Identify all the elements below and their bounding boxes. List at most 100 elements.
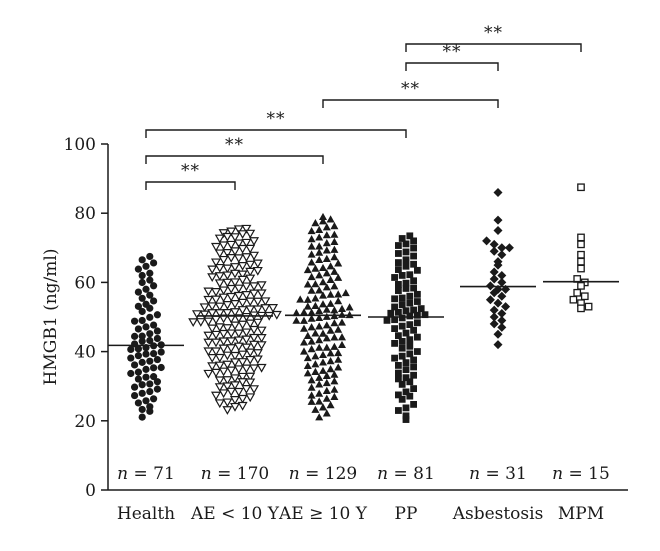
data-point [307, 376, 316, 384]
data-point [146, 269, 154, 277]
data-point [322, 321, 331, 329]
data-point [210, 338, 222, 348]
data-point [210, 391, 222, 401]
data-point [245, 393, 256, 403]
data-point [142, 323, 150, 331]
data-point [237, 358, 248, 367]
data-point [214, 309, 225, 318]
data-point [322, 239, 331, 247]
data-point [319, 300, 327, 308]
n-label: n = 71 [117, 464, 175, 484]
n-label: n = 31 [469, 464, 527, 484]
data-point [383, 316, 391, 324]
data-point [214, 272, 225, 281]
n-label: n = 15 [552, 464, 610, 484]
n-label: n = 81 [377, 464, 435, 484]
data-point [226, 292, 237, 302]
data-point [406, 321, 414, 329]
category-label: Asbestosis [452, 504, 544, 524]
data-point [292, 316, 301, 324]
data-point [322, 409, 331, 417]
data-point [203, 317, 214, 327]
data-point [326, 299, 335, 307]
data-point [229, 374, 241, 384]
data-point [311, 301, 320, 310]
data-point [391, 303, 398, 311]
data-point [233, 387, 244, 397]
data-point [245, 267, 256, 277]
data-point [218, 344, 229, 354]
data-point [489, 312, 499, 322]
data-point [334, 325, 343, 333]
data-point [319, 403, 327, 411]
data-point [315, 335, 324, 344]
data-point [218, 293, 229, 303]
data-point [237, 230, 248, 240]
data-point [319, 291, 327, 299]
data-point [245, 355, 256, 365]
data-point [226, 240, 237, 250]
significance-bracket [322, 99, 499, 108]
data-point [311, 280, 320, 288]
data-point [191, 310, 203, 320]
data-point [326, 215, 335, 223]
data-point [489, 274, 499, 284]
data-point [153, 327, 161, 335]
data-point [402, 374, 410, 382]
data-point [210, 368, 222, 378]
significance-bracket [405, 62, 499, 71]
data-point [222, 351, 233, 361]
data-point [233, 239, 244, 249]
data-point [493, 298, 503, 308]
data-point [252, 355, 263, 365]
data-point [229, 300, 241, 309]
data-point [233, 365, 244, 375]
data-point [334, 297, 343, 305]
y-tick-label: 100 [64, 135, 96, 155]
data-point [410, 284, 417, 292]
data-point [421, 311, 429, 319]
data-point [398, 395, 406, 403]
data-point [322, 343, 331, 351]
data-point [338, 310, 346, 318]
data-point [330, 377, 339, 385]
data-point [150, 373, 158, 381]
data-point [214, 279, 225, 289]
data-point [218, 314, 229, 324]
data-point [222, 271, 233, 281]
data-point [195, 318, 206, 327]
data-point [330, 385, 339, 393]
data-point [414, 311, 421, 319]
data-point [315, 322, 324, 330]
data-point [315, 233, 324, 241]
data-point [233, 342, 244, 352]
data-point [222, 309, 233, 318]
significance-label: ** [401, 79, 420, 99]
significance-bracket [145, 181, 236, 190]
data-point [334, 348, 343, 357]
data-point [150, 395, 158, 403]
data-point [330, 342, 339, 350]
data-point [203, 369, 214, 379]
data-point [222, 301, 233, 310]
significance-label: ** [267, 109, 286, 129]
data-point [311, 219, 320, 227]
data-point [489, 267, 499, 277]
data-point [406, 271, 414, 279]
data-point [303, 280, 312, 288]
data-point [131, 383, 139, 391]
data-point [134, 345, 142, 353]
data-point [402, 279, 410, 287]
data-point [395, 369, 402, 377]
data-point [315, 271, 324, 279]
data-point [237, 378, 248, 387]
data-point [237, 350, 248, 360]
data-point [214, 376, 225, 386]
data-point [322, 254, 331, 262]
data-point [398, 301, 406, 309]
data-point [157, 363, 165, 372]
data-point [229, 278, 241, 288]
significance-bracket [145, 129, 407, 138]
data-point [410, 244, 417, 252]
data-point [229, 263, 241, 272]
